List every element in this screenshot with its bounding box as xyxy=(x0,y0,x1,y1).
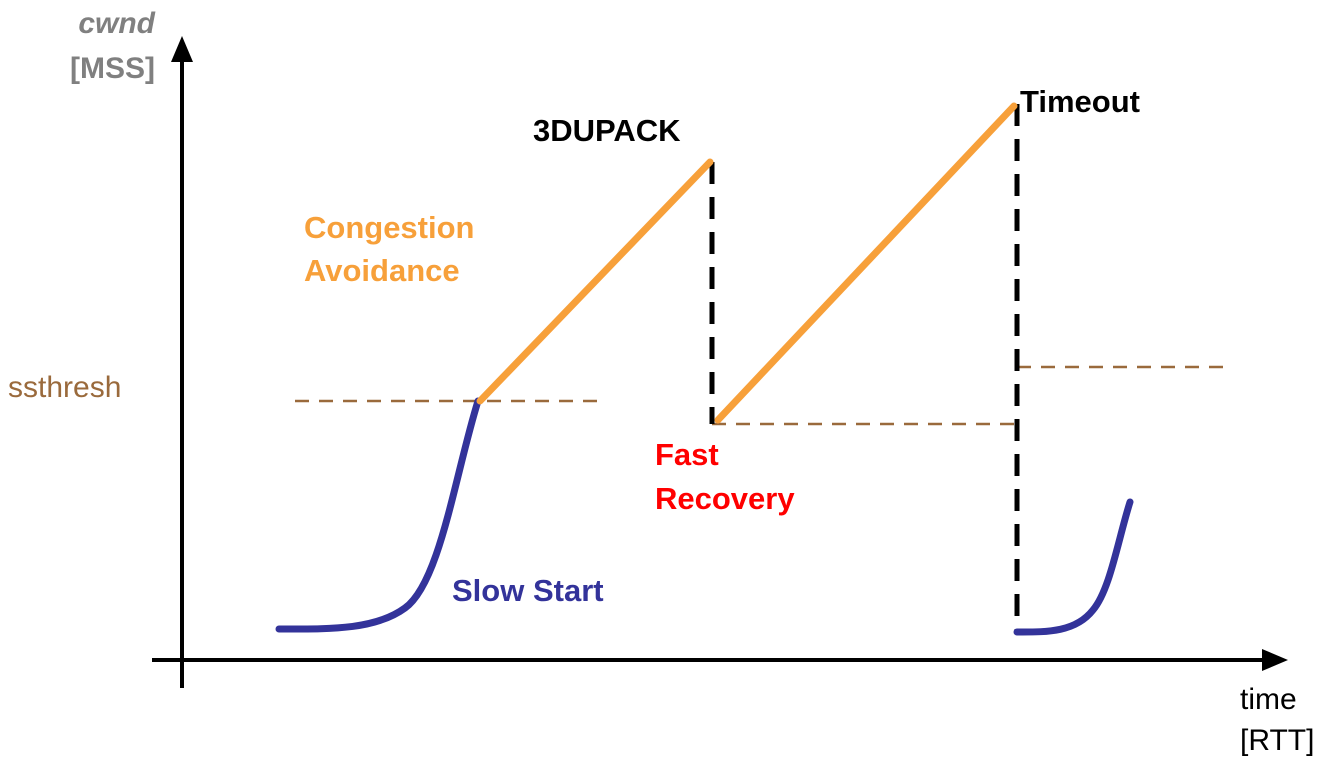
fast-recovery-label-line2: Recovery xyxy=(655,481,795,516)
congestion-avoidance-line-2 xyxy=(714,102,1018,424)
x-axis-label-time: time xyxy=(1240,683,1297,716)
ssthresh-label: ssthresh xyxy=(8,371,121,404)
slow-start-label: Slow Start xyxy=(452,573,604,608)
y-axis-label-unit: [MSS] xyxy=(70,52,155,85)
x-axis-label-unit: [RTT] xyxy=(1240,724,1314,757)
slow-start-curve-2 xyxy=(1013,498,1134,636)
x-axis-arrowhead xyxy=(1262,649,1288,671)
fast-recovery-label-line1: Fast xyxy=(655,437,719,472)
y-axis-label-cwnd: cwnd xyxy=(78,7,155,40)
timeout-label: Timeout xyxy=(1020,84,1140,119)
congestion-avoidance-label-line1: Congestion xyxy=(304,210,475,245)
slow-start-curve-1 xyxy=(275,397,482,633)
congestion-avoidance-label-line2: Avoidance xyxy=(304,253,460,288)
congestion-avoidance-line-1 xyxy=(476,158,714,405)
3dupack-label: 3DUPACK xyxy=(533,113,681,148)
y-axis-arrowhead xyxy=(171,36,193,62)
